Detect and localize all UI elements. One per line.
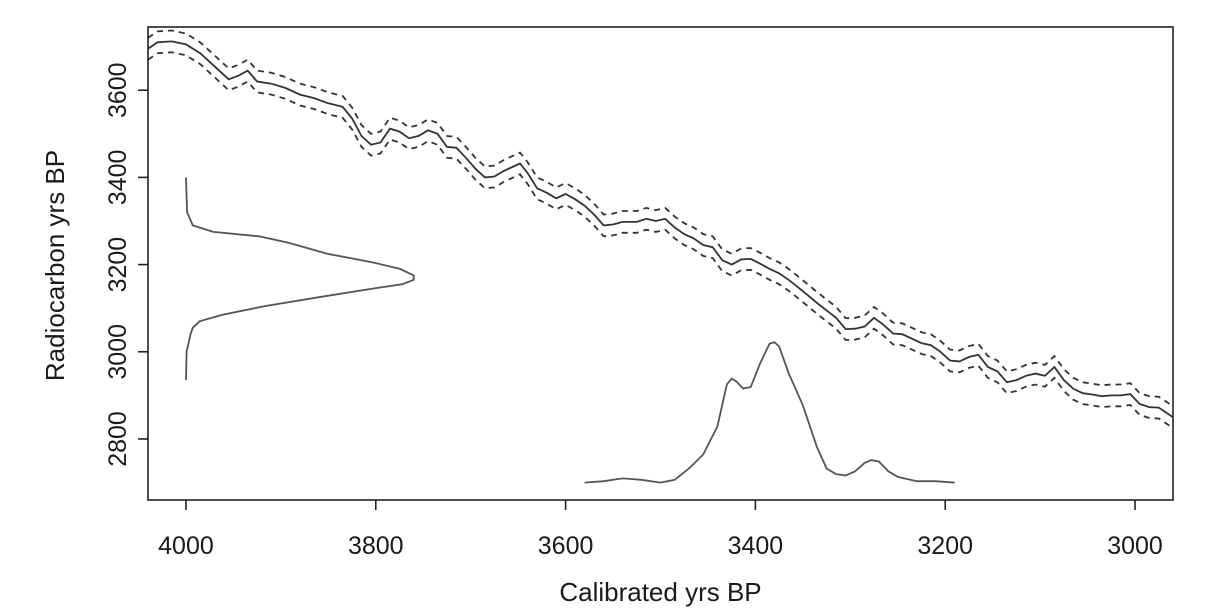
x-tick-label: 3200 [917,532,973,560]
calibration-curve-upper-bound [147,29,1174,408]
calibration-curve [147,40,1174,418]
x-tick-label: 3000 [1107,532,1163,560]
calibrated-age-density [584,341,955,484]
plot-frame [147,26,1174,501]
x-axis-label: Calibrated yrs BP [559,577,761,607]
x-tick-label: 3600 [538,532,594,560]
y-tick-label: 3400 [104,150,132,206]
y-tick-label: 3200 [104,237,132,293]
y-axis-label: Radiocarbon yrs BP [40,150,70,381]
y-tick-label: 2800 [104,411,132,467]
calibration-curve-lower-bound [147,51,1174,429]
y-tick-label: 3600 [104,62,132,118]
x-axis-ticks: 4000 3800 3600 3400 3200 3000 [158,500,1163,560]
x-tick-label: 4000 [158,532,214,560]
x-tick-label: 3800 [348,532,404,560]
y-tick-label: 3000 [104,324,132,380]
radiocarbon-age-density [185,177,415,381]
y-axis-ticks: 2800 3000 3200 3400 3600 [104,62,148,467]
x-tick-label: 3400 [728,532,784,560]
plot-area [147,29,1174,484]
